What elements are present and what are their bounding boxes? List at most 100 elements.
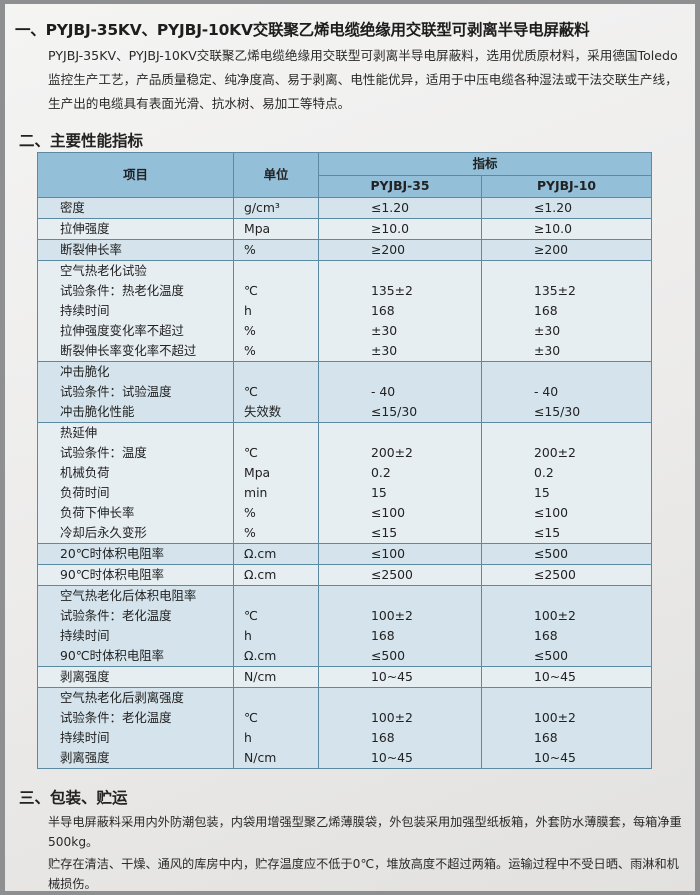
cell-line bbox=[244, 362, 318, 382]
cell-line bbox=[371, 362, 481, 382]
table-row: 拉伸强度 Mpa ≥10.0 ≥10.0 bbox=[37, 218, 652, 240]
cell-line: 0.2 bbox=[534, 465, 554, 480]
cell-line: 断裂伸长率 bbox=[60, 242, 122, 257]
cell-line: 空气热老化后体积电阻率 bbox=[60, 588, 197, 603]
cell-line: ±30 bbox=[534, 343, 561, 358]
cell-line: ≥10.0 bbox=[534, 221, 572, 236]
cell-line: Mpa bbox=[244, 465, 271, 480]
cell-line: Ω.cm bbox=[244, 567, 277, 582]
cell-line: % bbox=[244, 343, 256, 358]
header-index: 指标 bbox=[318, 152, 652, 176]
cell-unit: g/cm³ bbox=[233, 197, 319, 219]
table-row: 90℃时体积电阻率 Ω.cm ≤2500 ≤2500 bbox=[37, 564, 652, 586]
cell-item: 剥离强度 bbox=[37, 666, 234, 688]
section-1-paragraph: PYJBJ-35KV、PYJBJ-10KV交联聚乙烯电缆绝缘用交联型可剥离半导电… bbox=[48, 48, 678, 111]
cell-c1: - 40 ≤15/30 bbox=[318, 361, 482, 423]
section-1-title: 一、PYJBJ-35KV、PYJBJ-10KV交联聚乙烯电缆绝缘用交联型可剥离半… bbox=[15, 21, 590, 39]
cell-line: 15 bbox=[534, 485, 550, 500]
cell-line: 100±2 bbox=[534, 608, 576, 623]
cell-line: h bbox=[244, 628, 252, 643]
cell-line: 90℃时体积电阻率 bbox=[60, 648, 165, 663]
cell-line: ≤2500 bbox=[534, 567, 576, 582]
cell-line: ≥10.0 bbox=[371, 221, 409, 236]
cell-line: ≤500 bbox=[534, 546, 569, 561]
header-item: 项目 bbox=[37, 152, 234, 198]
cell-line: ≤100 bbox=[371, 546, 406, 561]
cell-c1: ≤2500 bbox=[318, 564, 482, 586]
cell-line: 168 bbox=[534, 730, 558, 745]
cell-line: ℃ bbox=[244, 445, 258, 460]
cell-line: N/cm bbox=[244, 750, 277, 765]
cell-line: 试验条件：热老化温度 bbox=[60, 283, 184, 298]
cell-line bbox=[371, 688, 481, 708]
cell-line: 200±2 bbox=[534, 445, 576, 460]
cell-line bbox=[244, 423, 318, 443]
cell-line: 168 bbox=[371, 303, 395, 318]
cell-unit: N/cm bbox=[233, 666, 319, 688]
cell-line: 135±2 bbox=[534, 283, 576, 298]
cell-unit: Ω.cm bbox=[233, 543, 319, 565]
cell-line bbox=[244, 688, 318, 708]
cell-c1: 100±2 168 ≤500 bbox=[318, 585, 482, 667]
cell-line: ≤100 bbox=[371, 505, 406, 520]
cell-unit: ℃ Mpa min%% bbox=[233, 422, 319, 544]
cell-unit: % bbox=[233, 239, 319, 261]
cell-item: 拉伸强度 bbox=[37, 218, 234, 240]
cell-unit: ℃ h N/cm bbox=[233, 687, 319, 769]
cell-c2: 100±2 168 ≤500 bbox=[481, 585, 652, 667]
cell-line: 20℃时体积电阻率 bbox=[60, 546, 165, 561]
cell-line: ℃ bbox=[244, 710, 258, 725]
cell-line bbox=[534, 586, 651, 606]
cell-unit: ℃ h Ω.cm bbox=[233, 585, 319, 667]
performance-table: 项目 单位 指标 PYJBJ-35 PYJBJ-10 密度 g/cm³ ≤1.20 ≤… bbox=[37, 152, 652, 769]
cell-line: 持续时间 bbox=[60, 628, 110, 643]
cell-c1: ≤1.20 bbox=[318, 197, 482, 219]
cell-c2: - 40 ≤15/30 bbox=[481, 361, 652, 423]
cell-line: ≤15/30 bbox=[371, 404, 418, 419]
cell-line: 10~45 bbox=[371, 750, 413, 765]
cell-unit: Mpa bbox=[233, 218, 319, 240]
cell-c2: ≤1.20 bbox=[481, 197, 652, 219]
cell-line: - 40 bbox=[534, 384, 559, 399]
cell-c1: ≥10.0 bbox=[318, 218, 482, 240]
cell-line: % bbox=[244, 505, 256, 520]
cell-item: 热延伸 试验条件：温度 机械负荷 负荷时间 负荷下伸长率 冷却后永久变形 bbox=[37, 422, 234, 544]
table-row: 20℃时体积电阻率 Ω.cm ≤100 ≤500 bbox=[37, 543, 652, 565]
cell-line bbox=[534, 423, 651, 443]
cell-line bbox=[534, 688, 651, 708]
cell-line: 168 bbox=[534, 303, 558, 318]
cell-line: 热延伸 bbox=[60, 425, 98, 440]
cell-line: 拉伸强度变化率不超过 bbox=[60, 323, 184, 338]
cell-line: ≤500 bbox=[534, 648, 569, 663]
cell-c1: 100±2 168 10~45 bbox=[318, 687, 482, 769]
cell-line: ≥200 bbox=[534, 242, 569, 257]
table-row: 空气热老化试验 试验条件：热老化温度 持续时间 拉伸强度变化率不超过 断裂伸长率变化率不… bbox=[37, 260, 652, 362]
cell-line: ℃ bbox=[244, 384, 258, 399]
cell-line: Ω.cm bbox=[244, 648, 277, 663]
cell-c1: 10~45 bbox=[318, 666, 482, 688]
cell-line: - 40 bbox=[371, 384, 396, 399]
cell-line: N/cm bbox=[244, 669, 277, 684]
cell-line: ±30 bbox=[371, 323, 398, 338]
cell-c1: 200±2 0.2 15 ≤100 ≤15 bbox=[318, 422, 482, 544]
cell-line: 持续时间 bbox=[60, 730, 110, 745]
cell-line: 10~45 bbox=[534, 669, 576, 684]
cell-c2: ≥200 bbox=[481, 239, 652, 261]
section-3-paragraph-1: 半导电屏蔽料采用内外防潮包装，内袋用增强型聚乙烯薄膜袋，外包装采用加强型纸板箱，… bbox=[48, 815, 682, 849]
cell-c1: 135±2 168 ±30 ±30 bbox=[318, 260, 482, 362]
cell-line: Mpa bbox=[244, 221, 271, 236]
cell-item: 20℃时体积电阻率 bbox=[37, 543, 234, 565]
cell-line: 拉伸强度 bbox=[60, 221, 110, 236]
cell-item: 空气热老化试验 试验条件：热老化温度 持续时间 拉伸强度变化率不超过 断裂伸长率变化率不… bbox=[37, 260, 234, 362]
section-2-title: 二、主要性能指标 bbox=[19, 132, 144, 150]
cell-line: 100±2 bbox=[534, 710, 576, 725]
cell-line: 15 bbox=[371, 485, 387, 500]
cell-c2: ≤2500 bbox=[481, 564, 652, 586]
cell-line: 200±2 bbox=[371, 445, 413, 460]
table-row: 热延伸 试验条件：温度 机械负荷 负荷时间 负荷下伸长率 冷却后永久变形 ℃ Mpa min%%… bbox=[37, 422, 652, 544]
cell-line: ≥200 bbox=[371, 242, 406, 257]
table-row: 空气热老化后剥离强度 试验条件：老化温度 持续时间 剥离强度 ℃ h N/cm 100±2 16… bbox=[37, 687, 652, 769]
cell-c2: 135±2 168 ±30 ±30 bbox=[481, 260, 652, 362]
cell-line bbox=[371, 261, 481, 281]
cell-line: ≤15/30 bbox=[534, 404, 581, 419]
